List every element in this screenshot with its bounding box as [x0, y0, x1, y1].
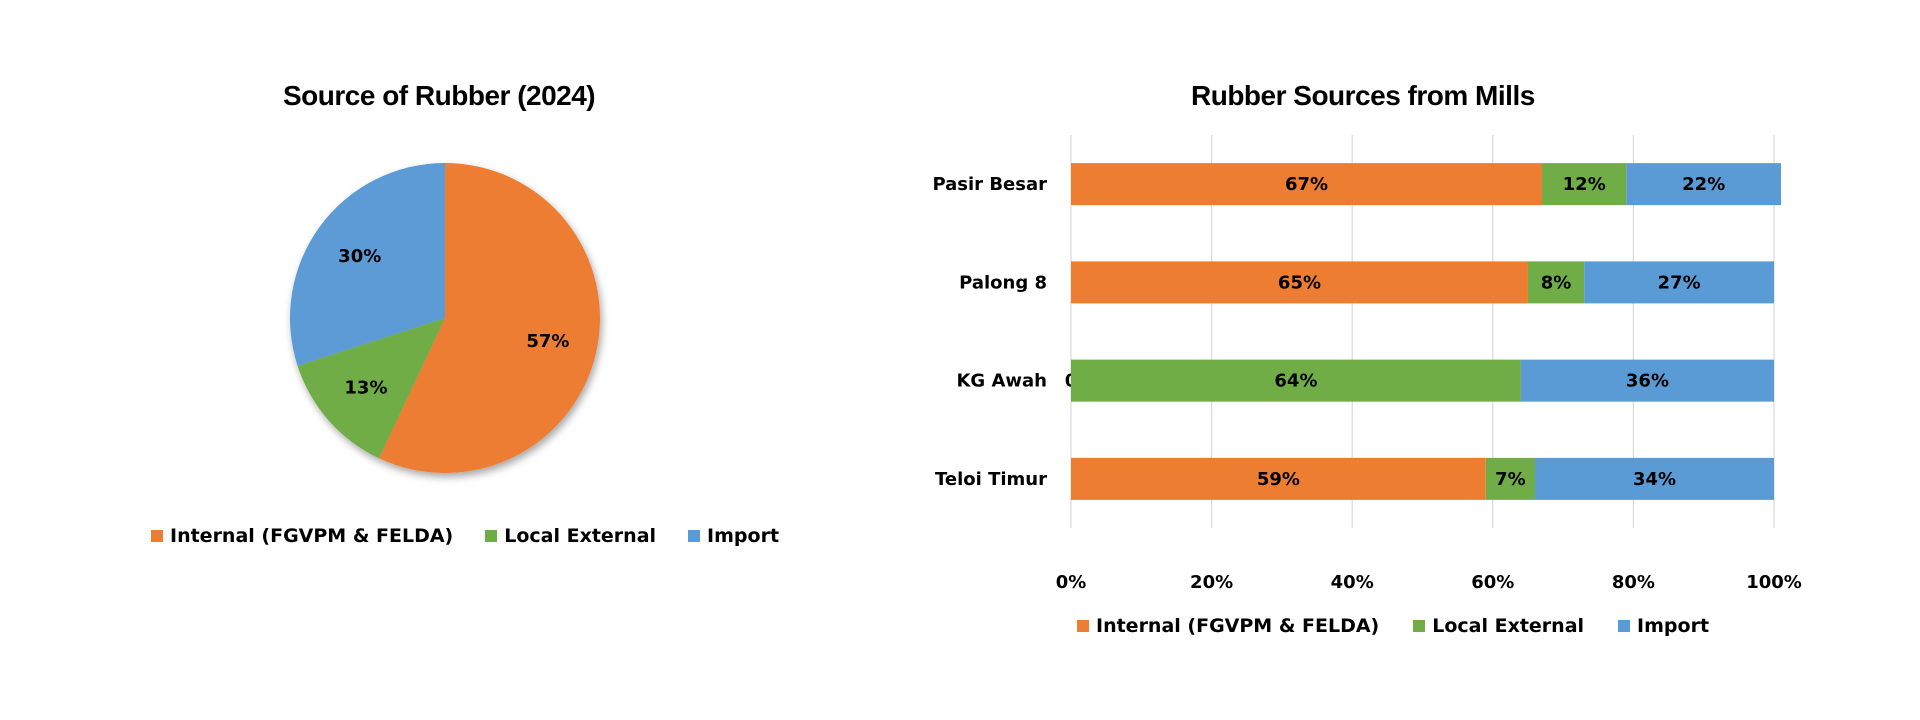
bar-legend-item-internal: Internal (FGVPM & FELDA): [1077, 615, 1379, 637]
pie-data-label-local-external: 13%: [344, 378, 387, 399]
bar-chart-title: Rubber Sources from Mills: [1191, 80, 1535, 111]
legend-label-internal: Internal (FGVPM & FELDA): [170, 525, 454, 547]
bar-segment-internal: [1071, 163, 1543, 206]
legend-label-local-external: Local External: [1432, 615, 1585, 637]
pie-legend-item-import: Import: [688, 525, 779, 547]
pie-data-label-internal: 57%: [526, 331, 569, 352]
bar-data-label-internal: 59%: [1257, 469, 1300, 490]
category-label: Teloi Timur: [935, 469, 1047, 490]
pie-slice-local-external: [297, 318, 445, 459]
x-tick-label: 80%: [1612, 572, 1655, 593]
pie-data-label-import: 30%: [338, 246, 381, 267]
x-tick-label: 100%: [1746, 572, 1802, 593]
bar-segment-import: [1534, 457, 1774, 500]
bar-segment-internal: [1071, 457, 1486, 500]
bar-segment-local-external: [1071, 359, 1521, 402]
legend-label-import: Import: [1637, 615, 1710, 637]
pie-slice-internal: [379, 163, 601, 473]
x-tick-label: 40%: [1331, 572, 1374, 593]
bar-data-label-import: 27%: [1658, 272, 1701, 293]
pie-legend-item-internal: Internal (FGVPM & FELDA): [151, 525, 453, 547]
legend-swatch-local-external: [1413, 620, 1426, 632]
bar-legend: Internal (FGVPM & FELDA) Local External …: [1077, 615, 1743, 637]
bar-data-label-import: 34%: [1633, 469, 1676, 490]
bar-segment-import: [1520, 359, 1774, 402]
x-tick-label: 60%: [1471, 572, 1514, 593]
bar-data-label-import: 22%: [1682, 174, 1725, 195]
bar-segment-import: [1584, 261, 1774, 304]
legend-label-import: Import: [707, 525, 780, 547]
pie-slices: [290, 163, 601, 473]
bar-segment-local-external: [1542, 163, 1627, 206]
pie-slice-import: [290, 163, 445, 366]
legend-swatch-import: [1618, 620, 1631, 632]
x-tick-label: 0%: [1056, 572, 1087, 593]
x-tick-label: 20%: [1190, 572, 1233, 593]
bar-data-label-import: 36%: [1626, 371, 1669, 392]
bar-data-label-local-external: 8%: [1541, 272, 1572, 293]
legend-swatch-internal: [1077, 620, 1089, 632]
bar-data-label-internal: 67%: [1285, 174, 1328, 195]
bar-data-label-internal: 65%: [1278, 272, 1321, 293]
legend-label-local-external: Local External: [504, 525, 657, 547]
category-label: Pasir Besar: [932, 174, 1047, 195]
bar-segment-internal: [1071, 261, 1528, 304]
bar-segment-import: [1626, 163, 1782, 206]
category-label: KG Awah: [956, 371, 1047, 392]
legend-swatch-import: [688, 530, 701, 542]
category-label: Palong 8: [959, 272, 1047, 293]
legend-swatch-local-external: [485, 530, 498, 542]
bar-legend-item-import: Import: [1618, 615, 1709, 637]
legend-label-internal: Internal (FGVPM & FELDA): [1096, 615, 1380, 637]
bar-data-label-local-external: 64%: [1274, 371, 1317, 392]
bar-segment-local-external: [1485, 457, 1535, 500]
pie-legend: Internal (FGVPM & FELDA) Local External …: [151, 525, 811, 547]
bar-legend-item-local-external: Local External: [1413, 615, 1584, 637]
pie-chart-title: Source of Rubber (2024): [283, 80, 596, 111]
bar-data-label-local-external: 12%: [1563, 174, 1606, 195]
bar-segment-local-external: [1527, 261, 1585, 304]
legend-swatch-internal: [151, 530, 163, 542]
bar-data-label-local-external: 7%: [1495, 469, 1526, 490]
pie-legend-item-local-external: Local External: [485, 525, 656, 547]
